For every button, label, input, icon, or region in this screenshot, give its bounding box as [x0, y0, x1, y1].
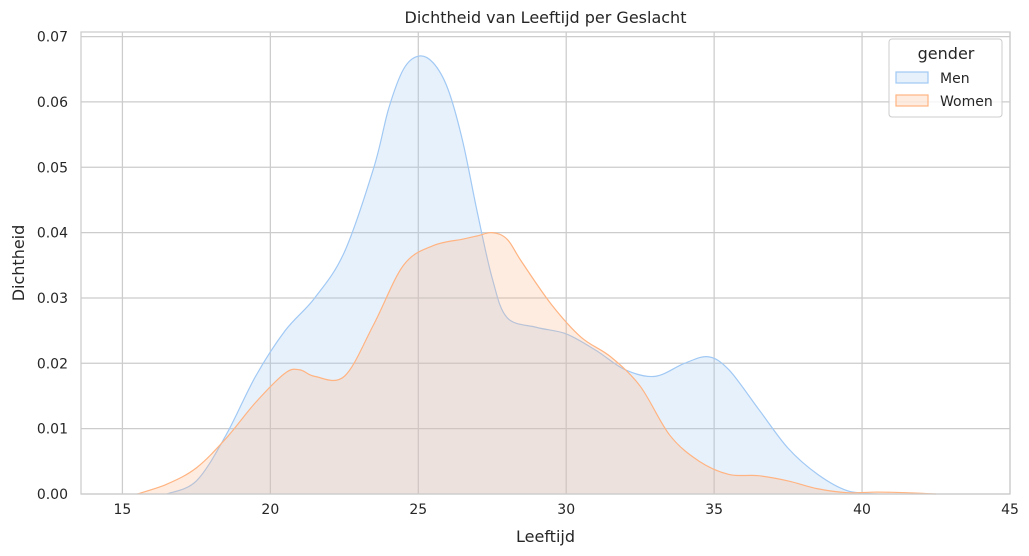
x-tick-label: 40: [853, 502, 871, 518]
density-fill-women: [137, 232, 937, 494]
density-line-women: [137, 231, 937, 495]
x-tick-label: 20: [261, 502, 279, 518]
legend-swatch-women: [895, 94, 929, 107]
y-tick-label: 0.07: [37, 30, 68, 46]
plot-frame: [80, 31, 1011, 495]
y-tick-label: 0.06: [37, 95, 68, 111]
y-tick-label: 0.01: [37, 422, 68, 438]
legend-title: gender: [918, 44, 975, 63]
x-tick-label: 35: [705, 502, 723, 518]
legend-box: [888, 38, 1003, 118]
x-tick-label: 45: [1001, 502, 1019, 518]
legend-items: Men Women: [895, 71, 993, 110]
legend: gender Men Women: [888, 38, 1003, 118]
density-line-men: [166, 55, 877, 495]
y-axis-label: Dichtheid: [9, 225, 28, 302]
legend-swatch-men: [895, 71, 929, 84]
x-axis-ticks: 15 20 25 30 35 40 45: [114, 502, 1019, 518]
x-tick-label: 30: [557, 502, 575, 518]
x-axis-label: Leeftijd: [516, 527, 575, 546]
y-axis-ticks: 0.00 0.01 0.02 0.03 0.04 0.05 0.06 0.07: [37, 30, 68, 503]
density-areas: [137, 55, 937, 495]
legend-label-men: Men: [940, 71, 970, 87]
legend-label-women: Women: [940, 94, 993, 110]
y-tick-label: 0.03: [37, 291, 68, 307]
y-tick-label: 0.00: [37, 487, 68, 503]
chart-title: Dichtheid van Leeftijd per Geslacht: [405, 8, 687, 27]
y-tick-label: 0.04: [37, 226, 68, 242]
y-tick-label: 0.05: [37, 160, 68, 176]
density-fill-men: [166, 55, 877, 494]
x-tick-label: 15: [114, 502, 132, 518]
y-tick-label: 0.02: [37, 356, 68, 372]
x-tick-label: 25: [409, 502, 427, 518]
